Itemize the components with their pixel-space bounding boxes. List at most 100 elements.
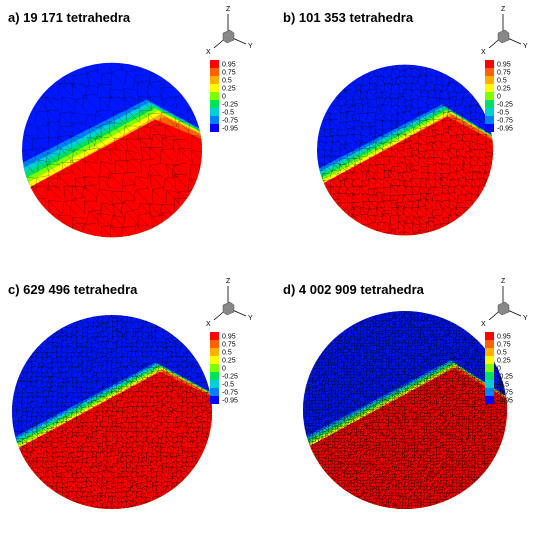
- colorbar-label: 0.75: [497, 70, 511, 77]
- axis-label-z: Z: [501, 278, 506, 285]
- mesh-figure: Z Y X 0.950.750.50.250-0.25-0.5-0.75-0.95: [317, 6, 528, 236]
- colorbar-swatch: [210, 60, 219, 68]
- colorbar-label: 0.25: [222, 358, 236, 365]
- colorbar-swatch: [210, 348, 219, 356]
- colorbar-label: 0.75: [497, 342, 511, 349]
- colorbar-swatch: [485, 124, 494, 132]
- panel-a: a) 19 171 tetrahedra Z Y X 0.95 0.75 0.5 0.25 0…: [0, 0, 275, 272]
- colorbar-swatch: [210, 388, 219, 396]
- colorbar-label: 0: [497, 94, 501, 101]
- colorbar-label: -0.75: [222, 118, 238, 125]
- colorbar-swatch: [485, 372, 494, 380]
- colorbar-swatch: [485, 380, 494, 388]
- colorbar-label: -0.5: [222, 382, 234, 389]
- colorbar-swatch: [485, 364, 494, 372]
- colorbar-swatch: [485, 332, 494, 340]
- colorbar-swatch: [210, 380, 219, 388]
- colorbar-swatch: [210, 332, 219, 340]
- mesh-figure: Z Y X 0.950.750.50.250-0.25-0.5-0.75-0.95: [12, 278, 253, 509]
- colorbar: 0.950.750.50.250-0.25-0.5-0.75-0.95: [210, 332, 238, 405]
- colorbar: 0.950.750.50.250-0.25-0.5-0.75-0.95: [485, 60, 513, 133]
- panel-title: c) 629 496 tetrahedra: [8, 282, 138, 297]
- colorbar-label: 0.5: [222, 78, 232, 85]
- axis-label-y: Y: [523, 43, 528, 50]
- axis-label-x: X: [206, 49, 211, 56]
- colorbar-swatch: [485, 60, 494, 68]
- colorbar-swatch: [485, 84, 494, 92]
- mesh-figure: Z Y X 0.950.750.50.250-0.25-0.5-0.75-0.95: [22, 6, 253, 238]
- axes-triad: Z Y X: [206, 6, 253, 56]
- panel-c: c) 629 496 tetrahedra Z Y X 0.95 0.75 0.5 0.25…: [0, 272, 275, 544]
- colorbar-label: 0.95: [497, 334, 511, 341]
- colorbar: 0.950.750.50.250-0.25-0.5-0.75-0.95: [485, 332, 513, 405]
- sphere-mesh: [22, 62, 202, 238]
- colorbar-swatch: [485, 68, 494, 76]
- colorbar-swatch: [485, 76, 494, 84]
- colorbar-swatch: [210, 68, 219, 76]
- colorbar-label: 0.75: [222, 70, 236, 77]
- colorbar-label: -0.5: [497, 382, 509, 389]
- colorbar-label: 0.95: [497, 62, 511, 69]
- colorbar-swatch: [485, 108, 494, 116]
- colorbar-label: 0.25: [497, 358, 511, 365]
- panel-d: d) 4 002 909 tetrahedra Z Y X 0.95 0.75 0.5 0.…: [275, 272, 550, 544]
- axes-triad: Z Y X: [481, 6, 528, 56]
- colorbar-label: -0.95: [497, 398, 513, 405]
- colorbar-label: 0.95: [222, 334, 236, 341]
- colorbar-label: -0.25: [222, 102, 238, 109]
- colorbar-label: 0: [222, 366, 226, 373]
- colorbar-label: 0.75: [222, 342, 236, 349]
- sphere-mesh: [12, 315, 212, 509]
- colorbar-swatch: [210, 76, 219, 84]
- sphere-mesh: [317, 64, 493, 236]
- colorbar-label: 0.25: [497, 86, 511, 93]
- axes-triad: Z Y X: [206, 278, 253, 328]
- colorbar-label: 0.25: [222, 86, 236, 93]
- colorbar-label: 0.5: [497, 350, 507, 357]
- colorbar-label: -0.95: [222, 126, 238, 133]
- colorbar: 0.950.750.50.250-0.25-0.5-0.75-0.95: [210, 60, 238, 133]
- panel-b: b) 101 353 tetrahedra Z Y X 0.95 0.75 0.5 0.25…: [275, 0, 550, 272]
- colorbar-swatch: [485, 116, 494, 124]
- axis-label-x: X: [481, 321, 486, 328]
- colorbar-swatch: [485, 348, 494, 356]
- colorbar-label: -0.75: [497, 118, 513, 125]
- colorbar-label: -0.25: [497, 102, 513, 109]
- colorbar-swatch: [210, 356, 219, 364]
- colorbar-label: 0.5: [222, 350, 232, 357]
- colorbar-swatch: [210, 372, 219, 380]
- colorbar-label: -0.75: [222, 390, 238, 397]
- axis-label-y: Y: [248, 315, 253, 322]
- axes-triad: Z Y X: [481, 278, 528, 328]
- colorbar-label: -0.95: [497, 126, 513, 133]
- colorbar-swatch: [210, 100, 219, 108]
- colorbar-swatch: [485, 100, 494, 108]
- axis-label-x: X: [481, 49, 486, 56]
- colorbar-swatch: [485, 388, 494, 396]
- colorbar-swatch: [210, 108, 219, 116]
- sphere-mesh: [303, 311, 507, 509]
- colorbar-label: -0.5: [222, 110, 234, 117]
- colorbar-swatch: [210, 340, 219, 348]
- colorbar-swatch: [210, 92, 219, 100]
- colorbar-swatch: [485, 356, 494, 364]
- mesh-figure: Z Y X 0.950.750.50.250-0.25-0.5-0.75-0.95: [303, 278, 528, 509]
- colorbar-label: -0.5: [497, 110, 509, 117]
- colorbar-swatch: [485, 92, 494, 100]
- axis-label-z: Z: [226, 6, 231, 13]
- colorbar-label: -0.25: [497, 374, 513, 381]
- panel-title: d) 4 002 909 tetrahedra: [283, 282, 424, 297]
- axis-label-y: Y: [523, 315, 528, 322]
- colorbar-label: -0.95: [222, 398, 238, 405]
- colorbar-label: 0: [497, 366, 501, 373]
- colorbar-swatch: [210, 364, 219, 372]
- colorbar-label: -0.25: [222, 374, 238, 381]
- colorbar-label: 0: [222, 94, 226, 101]
- axis-label-y: Y: [248, 43, 253, 50]
- colorbar-label: 0.5: [497, 78, 507, 85]
- colorbar-label: 0.95: [222, 62, 236, 69]
- axis-label-z: Z: [226, 278, 231, 285]
- colorbar-swatch: [210, 84, 219, 92]
- colorbar-swatch: [485, 396, 494, 404]
- colorbar-swatch: [210, 396, 219, 404]
